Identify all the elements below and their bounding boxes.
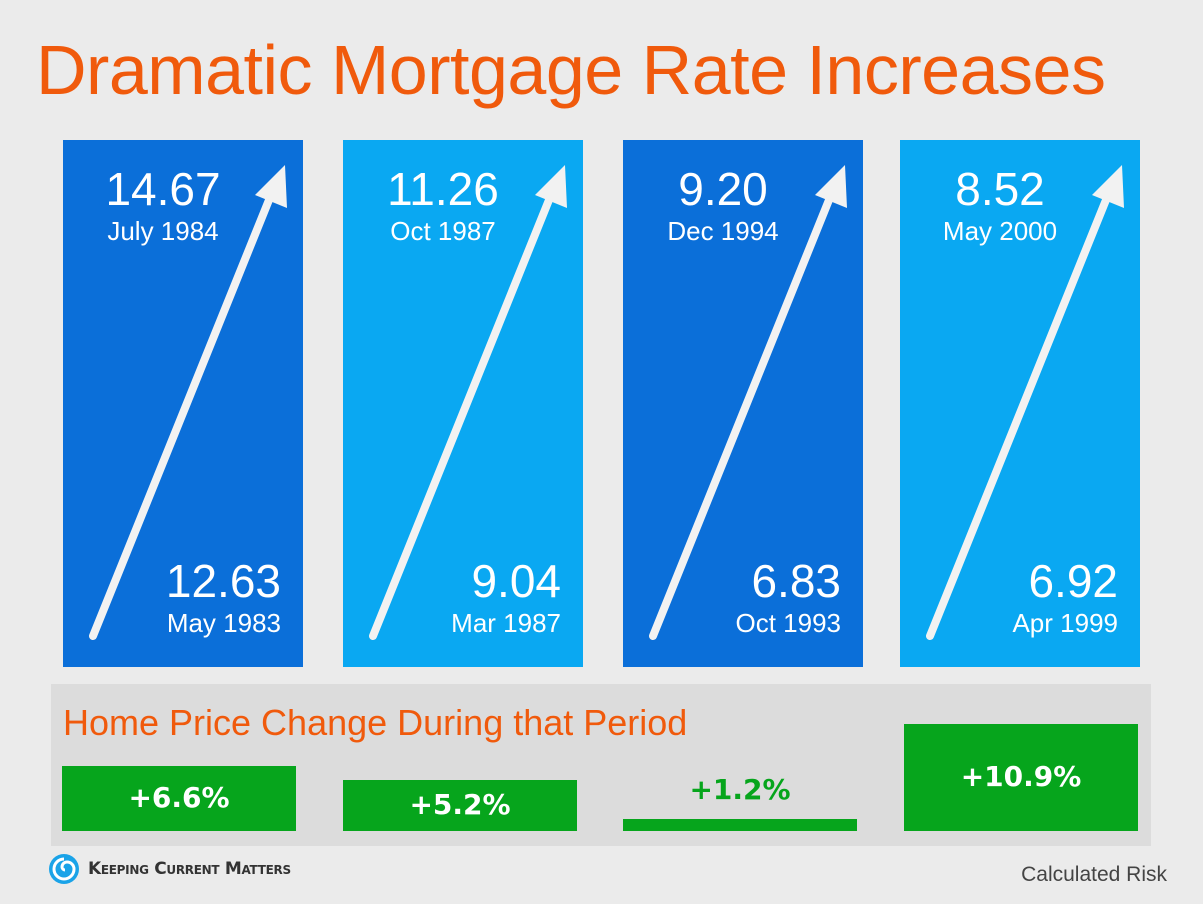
end-rate: 9.20: [678, 163, 768, 215]
logo-text: Keeping Current Matters: [88, 859, 291, 879]
price-change-bar: [904, 724, 1138, 831]
price-change-label: +6.6%: [128, 780, 230, 814]
start-rate: 12.63: [165, 555, 281, 607]
end-rate: 14.67: [105, 163, 221, 215]
start-rate: 6.92: [1028, 555, 1118, 607]
start-date: May 1983: [166, 608, 281, 638]
end-rate: 11.26: [387, 163, 499, 215]
price-change-bar: [623, 819, 857, 831]
swirl-logo-icon: [49, 854, 79, 884]
home-price-section: Home Price Change During that Period +6.…: [51, 684, 1151, 846]
end-date: May 2000: [942, 216, 1058, 246]
end-date: Dec 1994: [667, 216, 779, 246]
start-rate: 6.83: [751, 555, 841, 607]
rate-panel: 11.26 Oct 1987 9.04 Mar 1987: [343, 140, 583, 667]
page-title: Dramatic Mortgage Rate Increases: [36, 31, 1106, 109]
section-subtitle: Home Price Change During that Period: [63, 702, 688, 743]
end-date: Oct 1987: [390, 216, 496, 246]
up-arrow-icon: [89, 165, 287, 640]
start-rate: 9.04: [471, 555, 561, 607]
end-rate: 8.52: [955, 163, 1045, 215]
rate-panel: 8.52 May 2000 6.92 Apr 1999: [900, 140, 1140, 667]
start-date: Apr 1999: [1012, 608, 1118, 638]
price-change-label: +1.2%: [689, 773, 791, 807]
price-change-label: +10.9%: [960, 759, 1082, 793]
source-credit: Calculated Risk: [1021, 863, 1167, 886]
up-arrow-icon: [649, 165, 847, 640]
up-arrow-icon: [369, 165, 567, 640]
start-date: Oct 1993: [735, 608, 841, 638]
rate-panel: 9.20 Dec 1994 6.83 Oct 1993: [623, 140, 863, 667]
up-arrow-icon: [926, 165, 1124, 640]
kcm-logo: Keeping Current Matters: [48, 853, 291, 885]
price-change-label: +5.2%: [409, 787, 511, 821]
price-change-bar: [62, 766, 296, 831]
end-date: July 1984: [107, 216, 219, 246]
price-change-bar: [343, 780, 577, 831]
rate-panel: 14.67 July 1984 12.63 May 1983: [63, 140, 303, 667]
start-date: Mar 1987: [451, 608, 561, 638]
